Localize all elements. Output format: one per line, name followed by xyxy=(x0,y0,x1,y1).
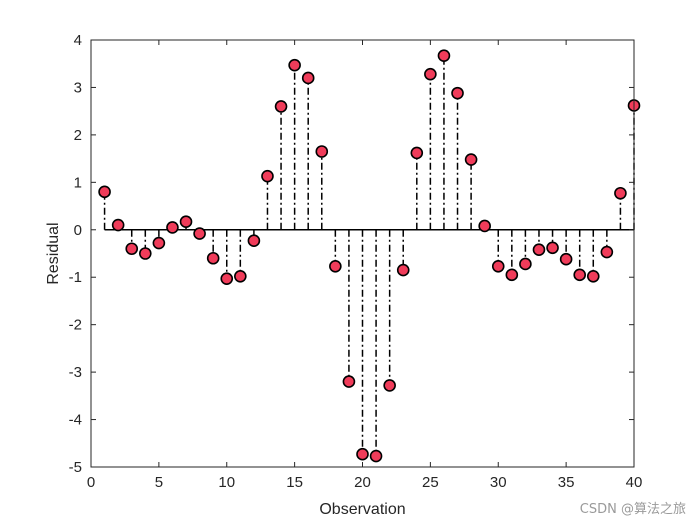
data-point xyxy=(600,245,614,259)
data-point xyxy=(369,449,383,463)
y-axis-ticks: -5 -4 -3 -2 -1 0 1 2 3 4 xyxy=(69,32,634,476)
data-point xyxy=(329,260,342,273)
data-point xyxy=(98,185,111,199)
y-tick-label: -3 xyxy=(69,364,82,381)
data-point xyxy=(532,243,546,257)
data-point xyxy=(166,221,179,234)
x-tick-label: 20 xyxy=(354,474,371,491)
y-tick-label: 4 xyxy=(74,32,82,49)
data-point xyxy=(234,269,247,283)
data-point xyxy=(491,260,505,273)
data-point xyxy=(261,169,274,183)
data-point xyxy=(301,71,315,85)
data-point xyxy=(546,241,559,255)
data-point xyxy=(193,227,206,240)
x-tick-label: 35 xyxy=(558,474,575,491)
data-point xyxy=(125,242,139,256)
data-point xyxy=(139,247,152,260)
data-point xyxy=(478,219,491,233)
x-tick-label: 5 xyxy=(155,474,163,491)
y-tick-label: 2 xyxy=(74,127,82,144)
y-tick-label: -1 xyxy=(69,269,82,286)
watermark: CSDN @算法之旅 xyxy=(579,502,686,517)
data-point xyxy=(152,236,166,250)
data-point xyxy=(437,49,451,62)
y-axis-label: Residual xyxy=(45,222,62,284)
data-point xyxy=(396,263,410,277)
y-tick-label: -5 xyxy=(69,459,82,476)
data-point xyxy=(573,268,587,282)
data-point xyxy=(206,251,220,265)
x-tick-label: 40 xyxy=(626,474,643,491)
data-point xyxy=(274,100,288,113)
data-point xyxy=(179,215,193,229)
data-point xyxy=(586,269,600,283)
y-tick-label: 3 xyxy=(74,79,82,96)
x-tick-label: 15 xyxy=(286,474,303,491)
data-point xyxy=(559,252,573,266)
data-point xyxy=(464,153,478,166)
data-point xyxy=(614,186,627,200)
data-point xyxy=(356,447,369,461)
data-point xyxy=(383,379,396,392)
data-point xyxy=(220,272,234,285)
y-tick-label: -2 xyxy=(69,317,82,334)
data-point xyxy=(315,145,329,158)
y-tick-label: 1 xyxy=(74,174,82,191)
data-point xyxy=(451,86,464,100)
x-axis-ticks: 0 5 10 15 20 25 30 35 40 xyxy=(87,40,643,491)
data-point xyxy=(410,146,424,160)
data-point xyxy=(111,218,125,232)
x-tick-label: 25 xyxy=(422,474,439,491)
x-tick-label: 30 xyxy=(490,474,507,491)
data-point xyxy=(424,67,437,81)
y-tick-label: -4 xyxy=(69,412,82,429)
y-tick-label: 0 xyxy=(74,222,82,239)
data-point xyxy=(505,268,519,282)
x-axis-label: Observation xyxy=(319,501,405,518)
x-tick-label: 10 xyxy=(218,474,235,491)
data-point xyxy=(519,257,532,271)
data-point xyxy=(247,234,261,247)
data-point xyxy=(288,58,301,72)
stems-layer xyxy=(103,55,635,457)
markers-layer xyxy=(98,49,641,463)
x-tick-label: 0 xyxy=(87,474,95,491)
data-point xyxy=(342,375,356,388)
